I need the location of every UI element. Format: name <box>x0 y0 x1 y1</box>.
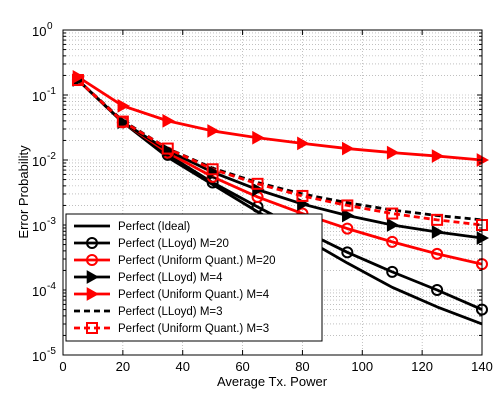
data-point-series-7 <box>341 199 354 212</box>
y-tick-label: 10 -5 <box>32 346 56 364</box>
data-point-series-5 <box>297 136 310 151</box>
legend-label: Perfect (Ideal) <box>118 221 190 233</box>
y-tick-label: 10 -4 <box>32 281 56 299</box>
legend-label: Perfect (Uniform Quant.) M=4 <box>118 289 270 301</box>
y-tick-label-base: 10 <box>32 89 46 104</box>
x-tick-labels: 0 20 40 60 80 100 120 140 <box>59 359 492 374</box>
y-tick-label-exponent: -4 <box>47 281 56 292</box>
y-tick-label-exponent: -2 <box>47 151 56 162</box>
data-point-series-5 <box>252 130 265 145</box>
data-point-series-5 <box>117 99 130 113</box>
legend-label: Perfect (LLoyd) M=20 <box>118 238 229 250</box>
x-tick-label: 100 <box>351 359 373 374</box>
y-tick-label: 10 -1 <box>32 86 56 104</box>
x-tick-label: 140 <box>471 359 493 374</box>
series-line-4 <box>77 79 482 240</box>
x-tick-label: 0 <box>59 359 66 374</box>
data-point-series-4 <box>476 231 490 245</box>
data-point-series-7 <box>71 74 84 87</box>
data-point-series-3 <box>386 235 399 248</box>
x-tick-label: 20 <box>116 359 130 374</box>
data-point-series-7 <box>116 115 129 128</box>
y-tick-label: 10 -2 <box>32 151 56 169</box>
data-point-series-2 <box>206 176 219 189</box>
y-axis-title: Error Probability <box>16 145 31 239</box>
series-line-6 <box>77 78 482 222</box>
legend-swatch-marker <box>86 237 98 249</box>
y-tick-label-exponent: -3 <box>47 216 56 227</box>
y-tick-label-exponent: 0 <box>47 21 53 32</box>
x-tick-label: 60 <box>235 359 249 374</box>
data-point-series-4 <box>386 218 400 232</box>
legend-label: Perfect (LLoyd) M=3 <box>118 306 223 318</box>
data-point-series-7 <box>386 207 399 220</box>
legend-swatch-marker <box>86 322 98 334</box>
x-tick-label: 40 <box>175 359 189 374</box>
y-tick-label-base: 10 <box>32 24 46 39</box>
data-point-series-3 <box>341 222 354 235</box>
legend-label: Perfect (LLoyd) M=4 <box>118 272 223 284</box>
series-line-7 <box>77 78 482 227</box>
data-point-series-7 <box>296 189 309 202</box>
y-tick-label-base: 10 <box>32 154 46 169</box>
data-point-series-7 <box>206 163 219 176</box>
data-point-series-5 <box>386 145 400 160</box>
legend-label: Perfect (Uniform Quant.) M=3 <box>118 323 269 335</box>
data-point-series-7 <box>431 213 444 226</box>
data-point-series-7 <box>161 142 174 155</box>
y-tick-label: 10 -3 <box>32 216 56 234</box>
legend-swatch-marker <box>86 270 100 284</box>
data-point-series-5 <box>207 124 220 138</box>
y-tick-label: 10 0 <box>32 21 53 39</box>
data-point-series-4 <box>431 225 445 239</box>
y-tick-label-base: 10 <box>32 284 46 299</box>
legend-label: Perfect (Uniform Quant.) M=20 <box>118 255 276 267</box>
data-point-series-7 <box>251 177 264 190</box>
data-point-series-2 <box>386 265 399 278</box>
data-point-series-2 <box>431 284 444 296</box>
data-point-series-3 <box>431 247 444 260</box>
legend: Perfect (Ideal) Perfect (LLoyd) M=20 Perfe… <box>65 213 323 342</box>
legend-swatch-marker <box>86 254 98 266</box>
series-line-5 <box>77 75 482 162</box>
y-tick-label-base: 10 <box>32 349 46 364</box>
data-point-series-5 <box>162 114 175 128</box>
data-point-series-2 <box>341 246 354 259</box>
y-tick-label-exponent: -1 <box>47 86 56 97</box>
x-tick-label: 120 <box>411 359 433 374</box>
data-point-series-5 <box>431 149 445 163</box>
data-point-series-4 <box>342 208 355 223</box>
axis-ticks <box>62 29 483 356</box>
plot-frame <box>62 29 483 356</box>
x-tick-label: 80 <box>295 359 309 374</box>
y-tick-label-base: 10 <box>32 219 46 234</box>
y-tick-label-exponent: -5 <box>47 346 56 357</box>
legend-swatch-marker <box>86 287 100 301</box>
data-point-series-5 <box>342 141 355 156</box>
x-axis-title: Average Tx. Power <box>217 374 328 389</box>
